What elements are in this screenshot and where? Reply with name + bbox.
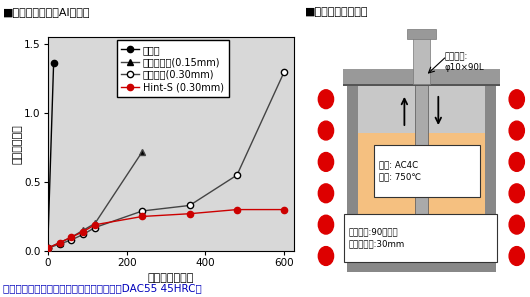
Legend: 無処理, ガス軟窒化(0.15mm), ガス窒化(0.30mm), Hint-S (0.30mm): 無処理, ガス軟窒化(0.15mm), ガス窒化(0.30mm), Hint-S… bbox=[117, 40, 229, 97]
Circle shape bbox=[319, 184, 333, 203]
Circle shape bbox=[509, 90, 524, 109]
Bar bbox=[343, 84, 500, 86]
Circle shape bbox=[319, 153, 333, 171]
Bar bbox=[407, 29, 436, 39]
Bar bbox=[413, 37, 430, 83]
Circle shape bbox=[319, 247, 333, 266]
Text: ■各種窒化法の耐Al溶損性: ■各種窒化法の耐Al溶損性 bbox=[3, 7, 90, 18]
FancyBboxPatch shape bbox=[344, 214, 497, 262]
Bar bbox=[358, 83, 485, 133]
Bar bbox=[415, 81, 428, 246]
Text: サンプル:
φ10×90L: サンプル: φ10×90L bbox=[445, 52, 484, 72]
Circle shape bbox=[509, 247, 524, 266]
Circle shape bbox=[319, 121, 333, 140]
X-axis label: 試験時間（分）: 試験時間（分） bbox=[148, 274, 194, 283]
Bar bbox=[485, 83, 496, 272]
Bar bbox=[347, 83, 358, 272]
Circle shape bbox=[509, 184, 524, 203]
Circle shape bbox=[509, 215, 524, 234]
Circle shape bbox=[319, 215, 333, 234]
Circle shape bbox=[509, 121, 524, 140]
Bar bbox=[347, 259, 496, 272]
Circle shape bbox=[319, 90, 333, 109]
Bar bbox=[343, 69, 500, 85]
Text: 上下運動:90回／分
ストローク:30mm: 上下運動:90回／分 ストローク:30mm bbox=[348, 227, 404, 248]
Text: 溶湯: AC4C
温度: 750℃: 溶湯: AC4C 温度: 750℃ bbox=[379, 161, 421, 181]
Text: 各種表面処理の耐溶損性評価結果（母材：DAC55 45HRC）: 各種表面処理の耐溶損性評価結果（母材：DAC55 45HRC） bbox=[3, 283, 201, 293]
Circle shape bbox=[509, 153, 524, 171]
Y-axis label: 溶損率（％）: 溶損率（％） bbox=[13, 124, 23, 164]
Text: ■耐溶損性評価方法: ■耐溶損性評価方法 bbox=[305, 7, 368, 18]
FancyBboxPatch shape bbox=[374, 145, 480, 197]
Bar bbox=[358, 133, 485, 259]
